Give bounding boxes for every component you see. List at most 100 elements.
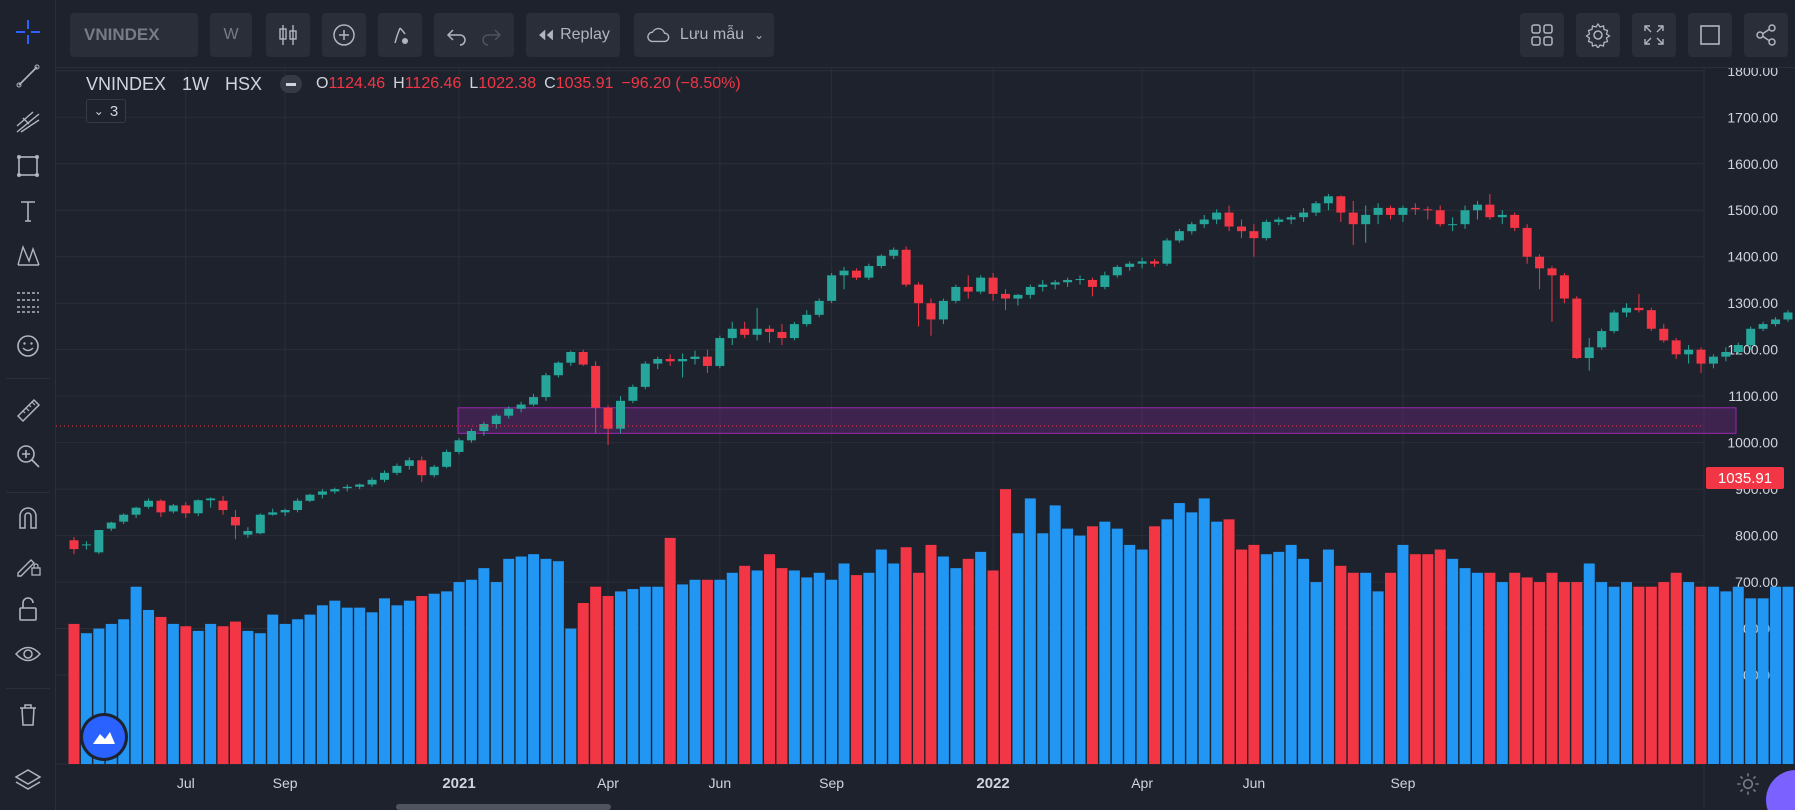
volume-bar — [205, 623, 217, 764]
candle-body — [106, 522, 116, 529]
candle-body — [1199, 219, 1209, 225]
candle-body — [553, 362, 563, 376]
candle-body — [81, 544, 91, 546]
volume-bar — [1571, 582, 1583, 764]
pitchfork-icon[interactable] — [8, 101, 48, 141]
interval-button[interactable]: W — [210, 13, 252, 57]
volume-bar — [925, 544, 937, 764]
replay-button[interactable]: Replay — [526, 13, 620, 57]
volume-bar — [590, 586, 602, 764]
volume-bar — [875, 549, 887, 764]
volume-bar — [1285, 544, 1297, 764]
volume-bar — [838, 563, 850, 764]
candle-body — [1100, 275, 1110, 287]
magnet-icon[interactable] — [8, 498, 48, 538]
candle-body — [1236, 226, 1246, 232]
volume-bar — [180, 626, 192, 764]
rectangle-icon[interactable] — [8, 146, 48, 186]
volume-bar — [167, 623, 179, 764]
volume-bar — [1397, 544, 1409, 764]
alert-icon[interactable] — [378, 13, 422, 57]
chart-pane[interactable]: 1800.00 1700.00 1600.00 1500.00 1400.00 1300.… — [56, 68, 1795, 810]
emoji-icon[interactable] — [8, 326, 48, 366]
layout-icon[interactable] — [1520, 13, 1564, 57]
add-indicator-icon[interactable] — [322, 13, 366, 57]
snapshot-icon[interactable] — [1688, 13, 1732, 57]
candle-body — [193, 500, 203, 514]
scale-settings-icon[interactable] — [1734, 770, 1762, 798]
volume-bar — [1149, 526, 1161, 764]
top-toolbar: VNINDEX W Replay Lưu mẫu ⌄ — [56, 0, 1795, 68]
volume-bar — [1124, 544, 1136, 764]
fullscreen-icon[interactable] — [1632, 13, 1676, 57]
lock-icon[interactable] — [8, 589, 48, 629]
volume-bar — [801, 577, 813, 764]
candle-body — [392, 465, 402, 473]
minimize-legend-icon[interactable] — [280, 75, 303, 93]
candle-body — [665, 358, 675, 362]
redo-icon[interactable] — [478, 22, 504, 48]
candle-body — [1361, 214, 1371, 225]
time-scrollbar[interactable] — [396, 804, 611, 810]
share-icon[interactable] — [1744, 13, 1788, 57]
volume-bar — [403, 600, 415, 764]
candle-body — [280, 510, 290, 513]
ruler-icon[interactable] — [8, 390, 48, 430]
candle-body — [1162, 240, 1172, 264]
candle-body — [1535, 256, 1545, 269]
candle-body — [1013, 294, 1023, 299]
candle-body — [230, 517, 240, 526]
volume-bar — [341, 607, 353, 764]
volume-bar — [1782, 586, 1794, 764]
candle-body — [69, 540, 79, 550]
layers-icon[interactable] — [8, 760, 48, 800]
symbol-search-button[interactable]: VNINDEX — [70, 13, 198, 57]
candle-body — [1075, 279, 1085, 281]
text-icon[interactable] — [8, 191, 48, 231]
candle-body — [1187, 224, 1197, 232]
save-layout-button[interactable]: Lưu mẫu ⌄ — [634, 13, 774, 57]
volume-bar — [80, 633, 92, 764]
pattern-icon[interactable] — [8, 236, 48, 276]
volume-bar — [1037, 533, 1049, 764]
candle-body — [1299, 212, 1309, 218]
crosshair-icon[interactable] — [8, 12, 48, 52]
candle-body — [827, 275, 837, 301]
volume-bar — [1558, 582, 1570, 764]
volume-bar — [155, 616, 167, 764]
lock-draw-icon[interactable] — [8, 544, 48, 584]
candle-body — [578, 352, 588, 365]
settings-icon[interactable] — [1576, 13, 1620, 57]
legend-change: −96.20 (−8.50%) — [621, 75, 741, 92]
price-tick-label: 800.00 — [1735, 528, 1778, 544]
candle-body — [317, 491, 327, 495]
candle-body — [1398, 207, 1408, 215]
candle-body — [1684, 349, 1694, 355]
volume-bar — [788, 570, 800, 764]
volume-bar — [639, 586, 651, 764]
candle-body — [814, 300, 824, 315]
candle-body — [491, 415, 501, 425]
undo-redo-group — [434, 13, 514, 57]
price-chart[interactable]: 1800.00 1700.00 1600.00 1500.00 1400.00 1300.… — [56, 68, 1795, 810]
zoom-in-icon[interactable] — [8, 436, 48, 476]
eye-icon[interactable] — [8, 634, 48, 674]
candle-body — [293, 500, 303, 511]
candles-icon[interactable] — [266, 13, 310, 57]
volume-bar — [888, 563, 900, 764]
indicators-toggle[interactable]: ⌄ 3 — [86, 99, 126, 123]
price-tick-label: 1400.00 — [1727, 249, 1778, 265]
trend-line-icon[interactable] — [8, 56, 48, 96]
candle-body — [1311, 203, 1321, 213]
volume-bar — [1621, 582, 1632, 764]
fib-icon[interactable] — [8, 281, 48, 321]
trash-icon[interactable] — [8, 694, 48, 734]
undo-icon[interactable] — [444, 22, 470, 48]
chart-legend: VNINDEX 1W HSX O 1124.46 H 1126.46 L 102… — [86, 72, 749, 96]
candle-body — [653, 358, 663, 364]
candle-body — [1125, 263, 1135, 267]
volume-bar — [441, 591, 453, 764]
candle-body — [144, 500, 154, 507]
candle-body — [740, 328, 750, 335]
candle-body — [1646, 310, 1656, 329]
